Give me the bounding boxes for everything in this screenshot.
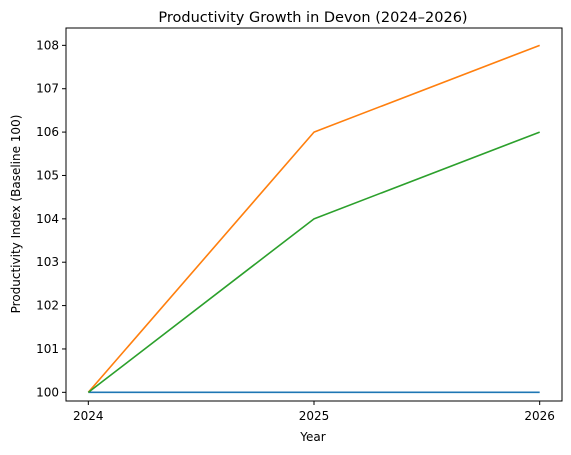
y-tick-label: 107	[36, 82, 59, 96]
y-tick-label: 103	[36, 255, 59, 269]
y-tick-label: 108	[36, 38, 59, 52]
y-tick-label: 106	[36, 125, 59, 139]
y-tick-label: 100	[36, 385, 59, 399]
x-axis-title: Year	[299, 430, 325, 444]
series-line-1	[87, 44, 540, 393]
y-axis-title: Productivity Index (Baseline 100)	[9, 115, 23, 314]
x-axis: 2024 2025 2026	[73, 401, 555, 423]
chart-title: Productivity Growth in Devon (2024–2026)	[158, 10, 467, 26]
y-axis: 100 101 102 103 104 105 106 107 108	[36, 38, 66, 399]
y-tick-label: 104	[36, 212, 59, 226]
y-tick-label: 101	[36, 342, 59, 356]
plot-frame	[65, 27, 563, 402]
x-tick-label: 2024	[73, 409, 104, 423]
x-tick-label: 2025	[299, 409, 330, 423]
x-tick-label: 2026	[524, 409, 555, 423]
y-tick-label: 102	[36, 299, 59, 313]
series-line-2	[87, 131, 540, 393]
series-layer	[87, 44, 540, 394]
y-tick-label: 105	[36, 168, 59, 182]
